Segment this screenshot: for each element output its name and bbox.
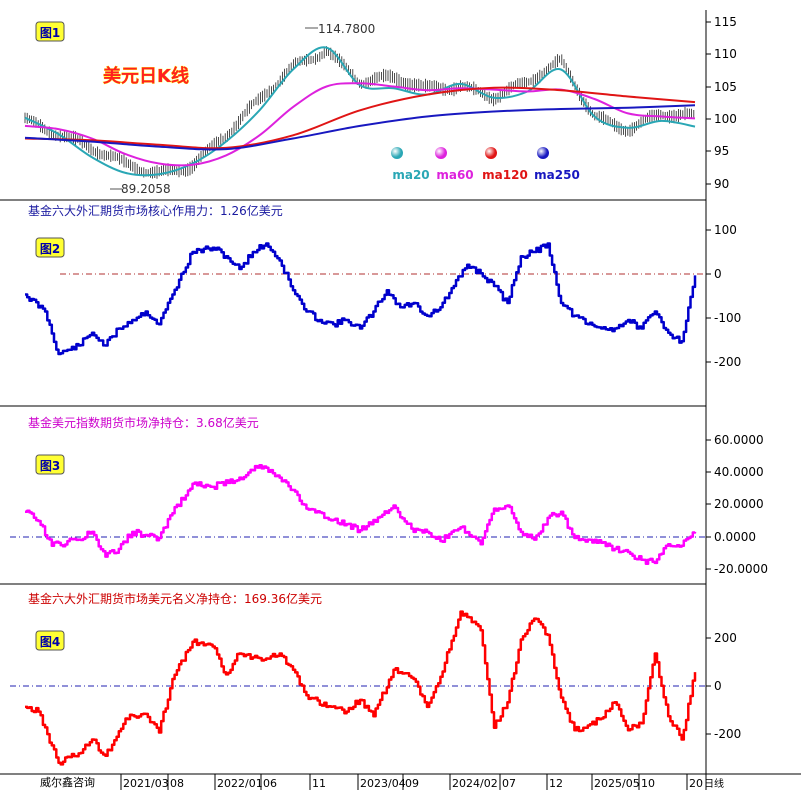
legend-label: ma120 xyxy=(482,168,528,182)
y-tick-label: 0 xyxy=(714,267,722,281)
x-tick-label: 2024/02 xyxy=(452,777,498,790)
x-tick-label: 2023/04 xyxy=(360,777,406,790)
panel-badge-label: 图2 xyxy=(40,242,60,256)
y-tick-label: 95 xyxy=(714,144,729,158)
series-line-panel-4 xyxy=(25,610,697,766)
x-tick-label: 12 xyxy=(549,777,563,790)
panel-label: 基金六大外汇期货市场美元名义净持仓：169.36亿美元 xyxy=(28,591,322,606)
y-tick-label: 110 xyxy=(714,47,737,61)
y-tick-label: 90 xyxy=(714,177,729,191)
series-ma120 xyxy=(24,86,696,150)
legend-marker xyxy=(485,147,497,159)
series-ma20 xyxy=(24,46,696,177)
x-tick-label: 06 xyxy=(263,777,277,790)
y-tick-label: 60.0000 xyxy=(714,433,764,447)
y-tick-label: 115 xyxy=(714,15,737,29)
period-label: 日线 xyxy=(704,777,724,790)
y-tick-label: 40.0000 xyxy=(714,465,764,479)
x-tick-label: 2025/05 xyxy=(594,777,640,790)
y-tick-label: 0.0000 xyxy=(714,530,756,544)
y-tick-label: -20.0000 xyxy=(714,562,768,576)
x-tick-label: 2022/01 xyxy=(217,777,263,790)
panel-badge-label: 图1 xyxy=(40,26,60,40)
x-tick-label: 08 xyxy=(170,777,184,790)
panel-badge-label: 图3 xyxy=(40,459,60,473)
chart-title: 美元日K线 xyxy=(103,65,189,87)
series-ma250 xyxy=(24,104,696,151)
panel-badge xyxy=(35,237,65,258)
legend-label: ma20 xyxy=(392,168,429,182)
series-ma60 xyxy=(24,82,696,167)
legend-marker xyxy=(537,147,549,159)
x-tick-label: 20 xyxy=(689,777,703,790)
y-tick-label: 100 xyxy=(714,112,737,126)
low-annotation: 89.2058 xyxy=(121,182,171,196)
y-tick-label: -200 xyxy=(714,355,741,369)
panel-label: 基金美元指数期货市场净持仓：3.68亿美元 xyxy=(28,415,259,430)
x-tick-label: 09 xyxy=(405,777,419,790)
series-line-panel-2 xyxy=(25,242,697,356)
y-tick-label: 200 xyxy=(714,631,737,645)
panel-badge xyxy=(35,630,65,651)
y-tick-label: 105 xyxy=(714,80,737,94)
x-tick-label: 11 xyxy=(312,777,326,790)
y-tick-label: -100 xyxy=(714,311,741,325)
y-tick-label: -200 xyxy=(714,727,741,741)
legend-label: ma60 xyxy=(436,168,473,182)
series-line-panel-3 xyxy=(25,463,697,566)
x-tick-label: 2021/03 xyxy=(123,777,169,790)
y-tick-label: 100 xyxy=(714,223,737,237)
panel-badge xyxy=(35,454,65,475)
panel-label: 基金六大外汇期货市场核心作用力：1.26亿美元 xyxy=(28,203,283,218)
panel-badge xyxy=(35,21,65,42)
x-tick-label: 07 xyxy=(502,777,516,790)
x-tick-label: 10 xyxy=(641,777,655,790)
watermark-label: 威尔鑫咨询 xyxy=(40,775,95,789)
high-annotation: 114.7800 xyxy=(318,22,375,36)
legend-label: ma250 xyxy=(534,168,580,182)
panel-badge-label: 图4 xyxy=(40,635,60,649)
legend-marker xyxy=(391,147,403,159)
y-tick-label: 0 xyxy=(714,679,722,693)
legend-marker xyxy=(435,147,447,159)
y-tick-label: 20.0000 xyxy=(714,497,764,511)
